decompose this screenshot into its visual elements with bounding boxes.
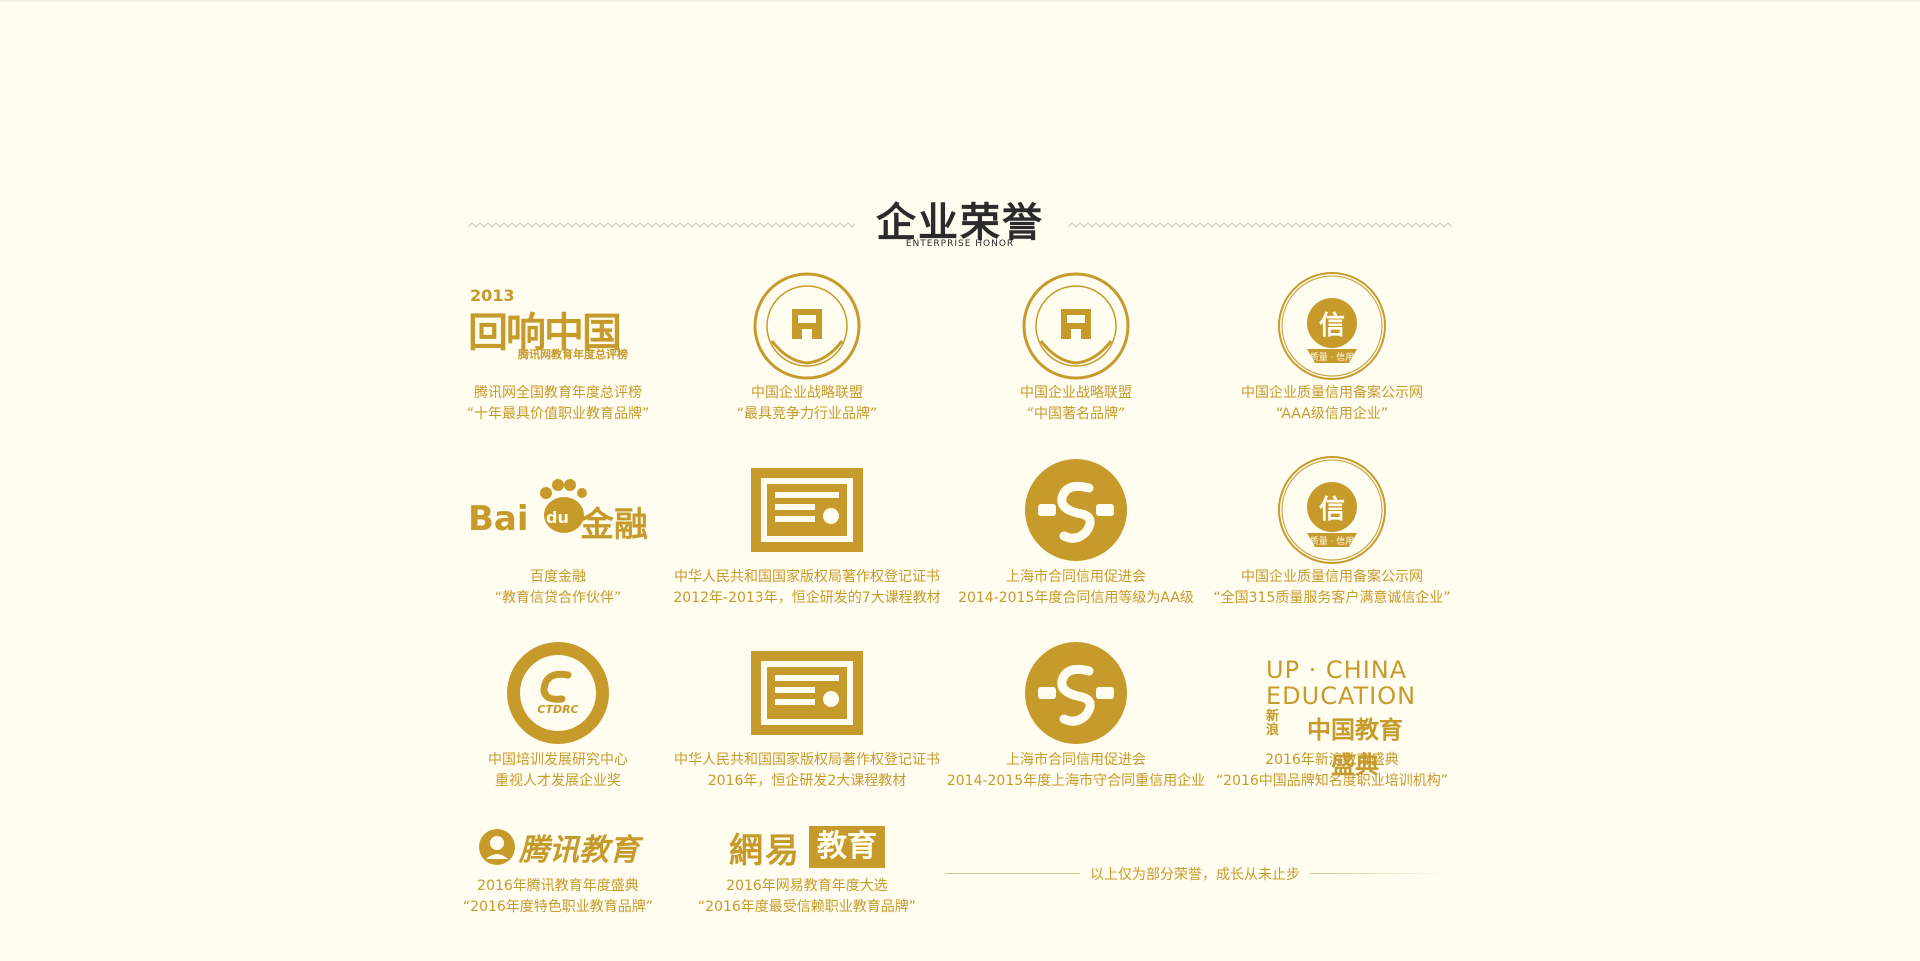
honor-caption: 中国企业质量信用备案公示网 “AAA级信用企业” (1241, 385, 1423, 422)
footer-note: 以上仅为部分荣誉，成长从未止步 (945, 862, 1445, 886)
honor-item: 上海市合同信用促进会 2014-2015年度上海市守合同重信用企业 (936, 635, 1216, 792)
honor-caption: 中华人民共和国国家版权局著作权登记证书 2012年-2013年，恒企研发的7大课… (673, 569, 941, 606)
honor-item: 信 质量 · 信用 中国企业质量信用备案公示网 “全国315质量服务客户满意诚信… (1192, 452, 1472, 609)
tencent-2013-logo: 2013 回响中国 腾讯网教育年度总评榜 (418, 268, 698, 383)
honor-item: 中华人民共和国国家版权局著作权登记证书 2012年-2013年，恒企研发的7大课… (667, 452, 947, 609)
honor-caption: 中国培训发展研究中心 重视人才发展企业奖 (488, 752, 628, 789)
page-title: 企业荣誉 (876, 200, 1044, 246)
honor-caption: 中国企业质量信用备案公示网 “全国315质量服务客户满意诚信企业” (1213, 569, 1451, 606)
netease-education-logo: 網易 教育 (667, 818, 947, 876)
honor-caption: 中国企业战略联盟 “中国著名品牌” (1020, 385, 1132, 422)
honor-caption: 上海市合同信用促进会 2014-2015年度合同信用等级为AA级 (958, 569, 1194, 606)
certificate-icon (667, 635, 947, 750)
honor-caption: 上海市合同信用促进会 2014-2015年度上海市守合同重信用企业 (946, 752, 1206, 789)
honor-caption: 2016年腾讯教育年度盛典 “2016年度特色职业教育品牌” (462, 878, 654, 915)
credit-assessment-seal: 信 质量 · 信用 (1192, 452, 1472, 567)
tencent-education-logo: 腾讯教育 (418, 818, 698, 876)
footer-note-text: 以上仅为部分荣誉，成长从未止步 (1080, 867, 1310, 883)
honor-caption: 中华人民共和国国家版权局著作权登记证书 2016年，恒企研发2大课程教材 (674, 752, 940, 789)
honor-item: 網易 教育 2016年网易教育年度大选 “2016年度最受信赖职业教育品牌” (667, 818, 947, 918)
honor-item: 中国企业战略联盟 “最具竞争力行业品牌” (667, 268, 947, 425)
ctdrc-seal: CTDRC (418, 635, 698, 750)
contract-credit-seal (936, 452, 1216, 567)
section-heading: 企业荣誉 ENTERPRISE HONOR (0, 190, 1920, 260)
contract-credit-seal (936, 635, 1216, 750)
honor-item: 腾讯教育 2016年腾讯教育年度盛典 “2016年度特色职业教育品牌” (418, 818, 698, 918)
strategic-alliance-seal (667, 268, 947, 383)
honor-item: Bai du 金融 百度金融 “教育信贷合作伙伴” (418, 452, 698, 609)
honor-item: 2013 回响中国 腾讯网教育年度总评榜 腾讯网全国教育年度总评榜 “十年最具价… (418, 268, 698, 425)
honor-caption: 2016年新浪教育盛典 “2016中国品牌知名度职业培训机构” (1215, 752, 1449, 789)
note-line-left (945, 873, 1085, 874)
honor-item: 中华人民共和国国家版权局著作权登记证书 2016年，恒企研发2大课程教材 (667, 635, 947, 792)
logo-year: 2013 (470, 285, 515, 305)
strategic-alliance-seal (936, 268, 1216, 383)
honor-caption: 百度金融 “教育信贷合作伙伴” (494, 569, 622, 606)
honor-item: 上海市合同信用促进会 2014-2015年度合同信用等级为AA级 (936, 452, 1216, 609)
zigzag-left (468, 222, 855, 228)
sina-education-logo: UP · CHINA EDUCATION 新 浪 中国教育盛典 (1266, 655, 1417, 779)
honor-item: CTDRC 中国培训发展研究中心 重视人才发展企业奖 (418, 635, 698, 792)
honor-item: 信 质量 · 信用 中国企业质量信用备案公示网 “AAA级信用企业” (1192, 268, 1472, 425)
logo-mark: 回响中国 (468, 309, 622, 356)
note-line-right (1305, 873, 1445, 874)
honor-item: 中国企业战略联盟 “中国著名品牌” (936, 268, 1216, 425)
logo-sub: 腾讯网教育年度总评榜 (518, 347, 628, 361)
zigzag-right (1068, 222, 1452, 228)
page-subtitle: ENTERPRISE HONOR (905, 239, 1015, 249)
honor-caption: 腾讯网全国教育年度总评榜 “十年最具价值职业教育品牌” (466, 385, 650, 422)
honor-item: UP · CHINA EDUCATION 新 浪 中国教育盛典 2016年新浪教… (1192, 635, 1472, 792)
honor-caption: 中国企业战略联盟 “最具竞争力行业品牌” (736, 385, 878, 422)
certificate-icon (667, 452, 947, 567)
baidu-finance-logo: Bai du 金融 (418, 452, 698, 567)
honor-caption: 2016年网易教育年度大选 “2016年度最受信赖职业教育品牌” (697, 878, 917, 915)
top-divider (0, 0, 1920, 2)
credit-assessment-seal: 信 质量 · 信用 (1192, 268, 1472, 383)
